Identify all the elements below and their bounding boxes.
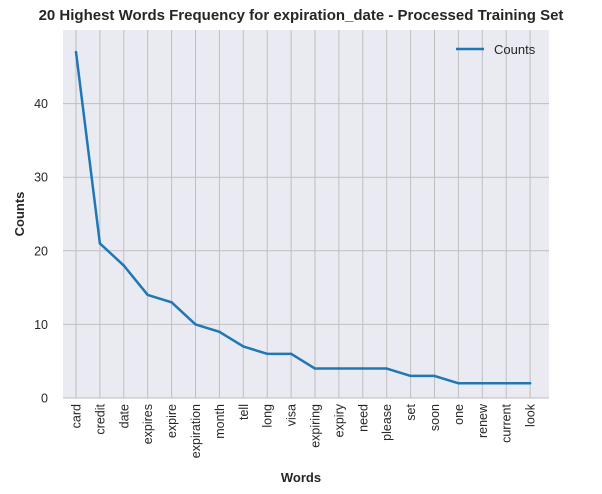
x-tick-label: need xyxy=(356,404,370,432)
x-tick-label: long xyxy=(261,404,275,428)
x-tick-label: credit xyxy=(93,403,107,434)
data-point xyxy=(146,293,149,297)
x-tick-label: set xyxy=(404,403,418,420)
y-axis-ticks: 0 10 20 30 40 xyxy=(34,97,48,405)
x-tick-label: expires xyxy=(141,404,155,444)
x-tick-label: month xyxy=(213,404,227,439)
data-point xyxy=(313,367,317,370)
x-tick-label: expiring xyxy=(309,404,323,448)
data-point xyxy=(74,50,78,54)
x-tick-label: expire xyxy=(165,404,179,438)
x-axis-title: Words xyxy=(281,470,321,485)
data-point xyxy=(385,367,388,370)
data-point xyxy=(122,264,126,267)
data-point xyxy=(481,382,484,385)
y-tick-label: 0 xyxy=(41,392,48,406)
y-axis-title: Counts xyxy=(12,192,27,237)
data-point xyxy=(242,345,245,348)
data-point xyxy=(266,352,269,356)
x-tick-label: one xyxy=(452,404,466,425)
x-tick-label: date xyxy=(117,404,131,428)
data-point xyxy=(528,382,532,385)
legend-series-label: Counts xyxy=(494,42,536,57)
y-tick-label: 10 xyxy=(34,318,48,332)
x-axis-ticks: card credit date expires expire expiration mon… xyxy=(70,403,538,458)
y-tick-label: 20 xyxy=(34,244,48,258)
data-point xyxy=(289,352,293,356)
data-point xyxy=(457,382,460,385)
plot-area xyxy=(63,30,549,398)
x-tick-label: visa xyxy=(285,404,299,426)
data-point xyxy=(409,374,412,378)
y-tick-label: 40 xyxy=(34,97,48,111)
x-tick-label: current xyxy=(500,403,514,442)
data-point xyxy=(337,367,341,370)
series-lines xyxy=(74,50,532,385)
x-tick-label: tell xyxy=(237,404,251,420)
y-tick-label: 30 xyxy=(34,171,48,185)
data-point xyxy=(194,323,197,326)
data-point xyxy=(505,382,508,385)
data-point xyxy=(433,374,436,378)
x-tick-label: card xyxy=(70,404,84,428)
x-tick-label: please xyxy=(380,404,394,441)
legend: Counts xyxy=(456,42,536,57)
x-tick-label: expiry xyxy=(332,403,346,437)
x-tick-label: renew xyxy=(476,403,490,438)
data-point xyxy=(218,330,221,333)
y-grid xyxy=(63,103,549,399)
x-grid xyxy=(75,30,531,398)
x-tick-label: look xyxy=(524,403,538,427)
series-line-0 xyxy=(74,50,532,385)
data-point xyxy=(170,301,173,304)
chart-title: 20 Highest Words Frequency for expiratio… xyxy=(39,7,564,24)
data-point xyxy=(98,242,102,245)
x-tick-label: expiration xyxy=(189,404,203,458)
data-point xyxy=(361,367,364,370)
x-tick-label: soon xyxy=(428,404,442,431)
